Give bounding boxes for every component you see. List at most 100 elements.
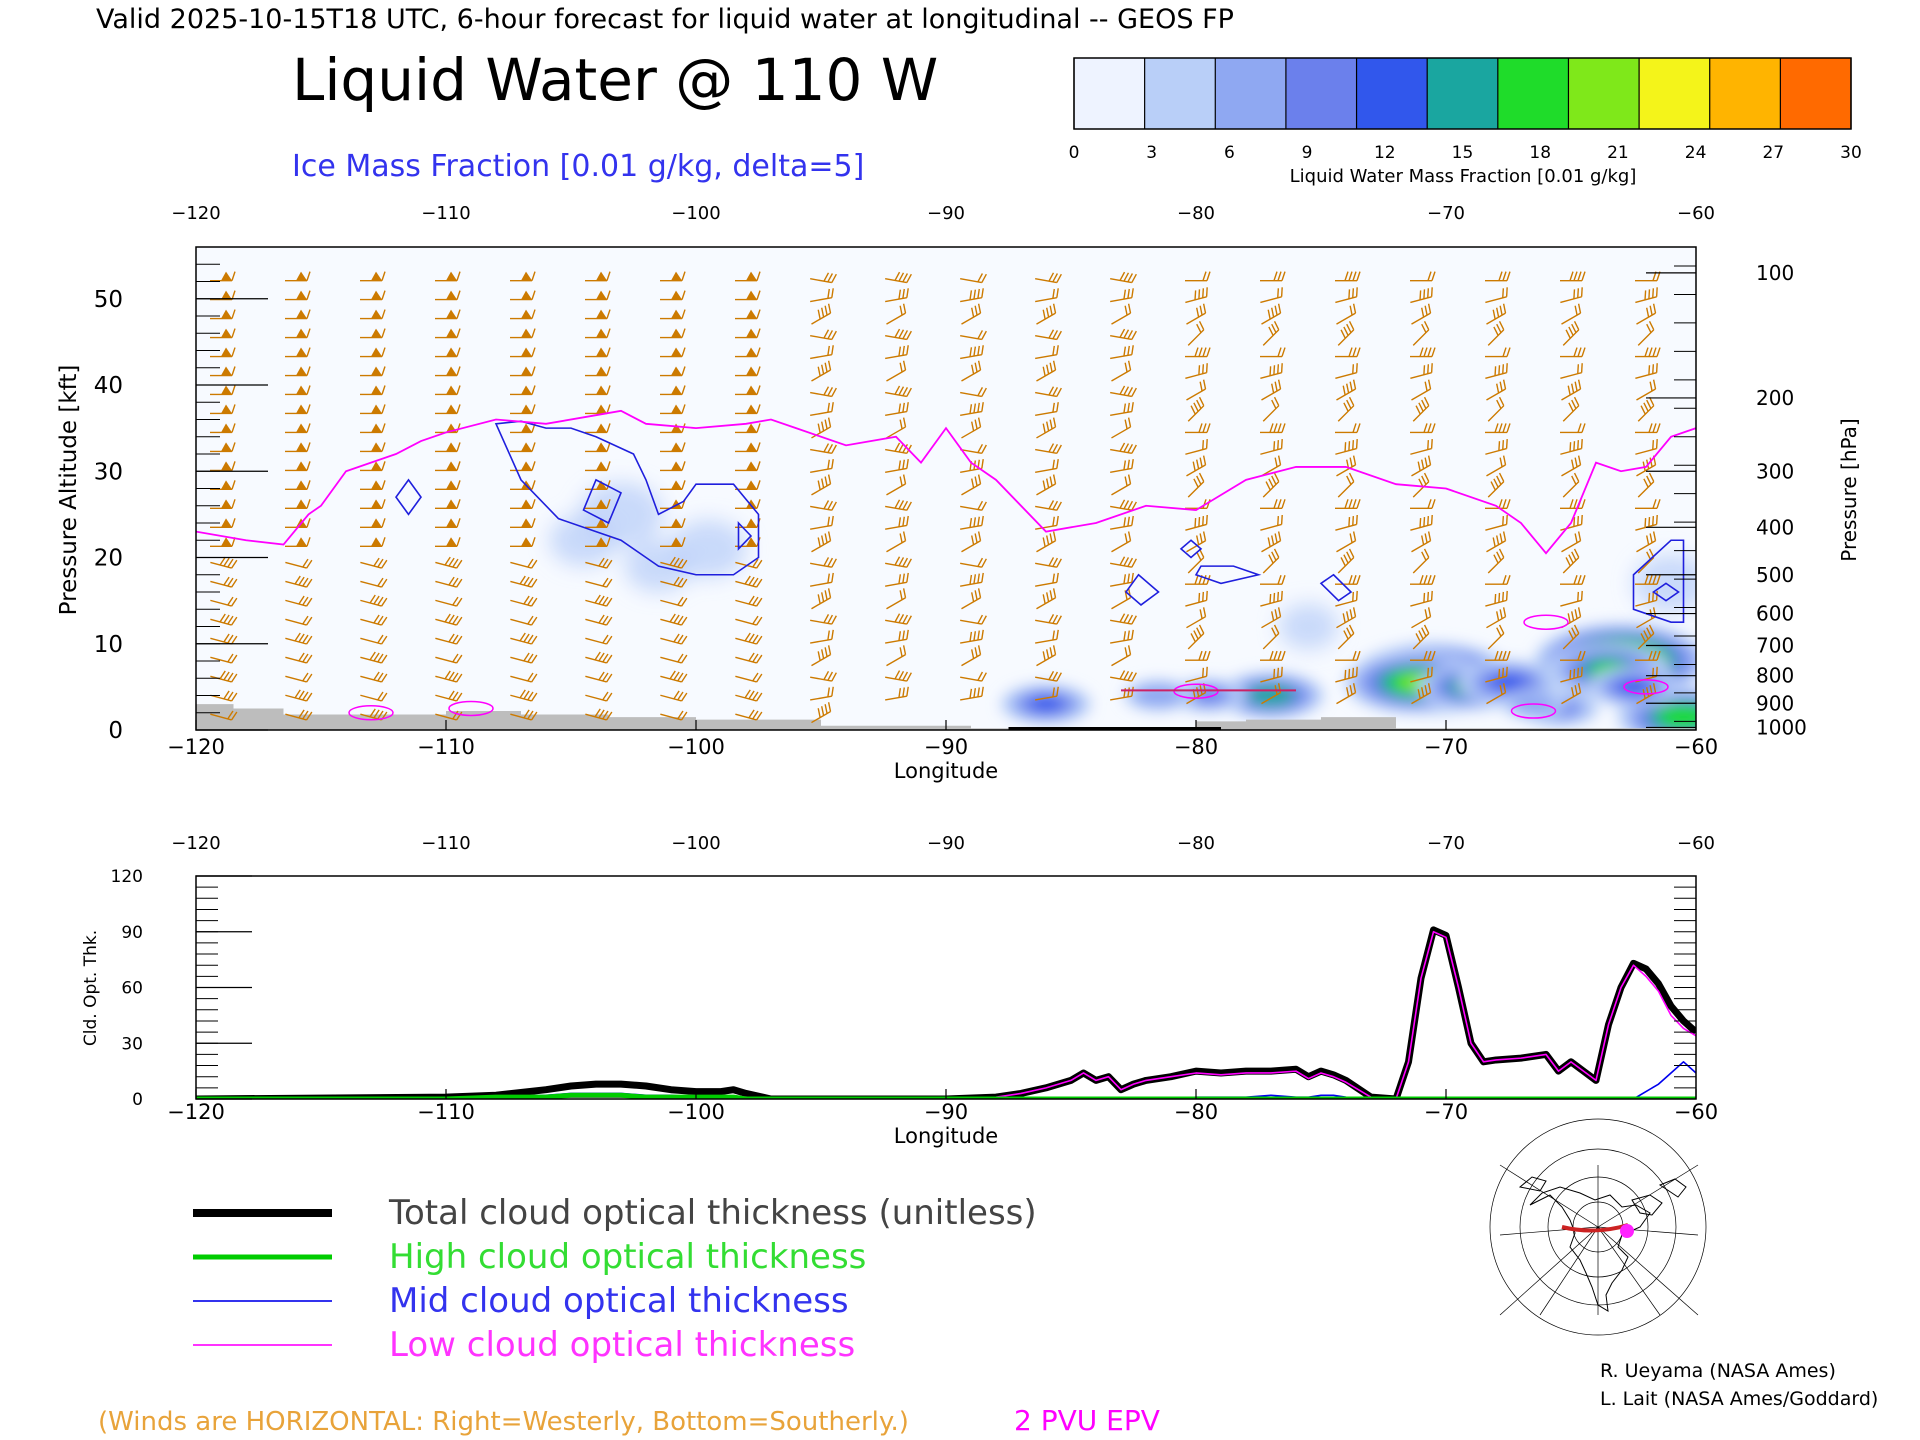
wind-barb [1036,417,1057,439]
wind-barb [810,629,834,644]
wind-barb [210,670,238,683]
wind-barb [1411,683,1432,705]
wind-barb [435,710,463,721]
bottom-xtick-label: −60 [1674,1100,1718,1124]
epv-contour [1510,703,1557,719]
wind-barb [961,474,982,496]
liquid-water-blob [1030,697,1062,711]
wind-barb [1410,347,1436,358]
wind-barb [660,461,686,472]
wind-barb [885,328,912,341]
wind-barb [961,303,982,325]
liquid-water-blob [1143,688,1174,703]
wind-barb [1036,645,1057,667]
wind-barb [1335,363,1358,380]
wind-barb [360,634,388,645]
wind-barb [810,386,837,398]
bottom-xtick-label-upper: −120 [171,833,220,854]
wind-barb [1187,320,1205,346]
wind-barb [285,652,313,664]
ice-contour [1194,565,1262,585]
wind-barb [285,328,311,339]
wind-barb [660,518,686,529]
wind-barb [1337,396,1355,422]
wind-barb [885,629,909,644]
wind-barb [1110,572,1134,587]
wind-barb [360,328,386,339]
ice-contour [494,420,760,576]
locator-map [1489,1118,1707,1336]
wind-barb [1410,439,1433,455]
bottom-ytick-label: 60 [121,979,143,999]
wind-barb [435,670,463,683]
bottom-xtick-label: −120 [167,1100,225,1124]
wind-barb [435,461,461,472]
wind-barb [960,402,984,417]
wind-barb [961,588,982,610]
wind-barb [510,672,538,683]
optical-thickness-panel: −120 −120 −110 −110 −100 −100 −90 −90 −80 −80 −70 −… [81,833,1718,1148]
wind-barb [1185,363,1208,380]
wind-barb [435,556,463,569]
wind-barb [1036,303,1057,325]
wind-barb [1186,455,1207,477]
ice-contour [1124,573,1160,606]
wind-barb [1260,590,1283,607]
wind-barb [435,366,461,377]
wind-barb [810,557,837,568]
wind-barb [1411,455,1432,477]
wind-barb [1111,645,1132,667]
wind-barb [1412,472,1430,498]
wind-barb [210,461,236,472]
wind-barb [210,442,236,453]
wind-barb [1036,588,1057,610]
wind-barb [885,288,909,303]
wind-barb [811,531,832,553]
wind-barb [435,385,461,396]
wind-barb [585,537,611,547]
wind-barb [210,347,236,358]
wind-barb [1637,320,1655,346]
wind-barb [1487,396,1505,422]
wind-barb [510,499,536,510]
wind-barb [1410,590,1433,607]
wind-barb [886,417,907,439]
wind-barb [810,614,837,625]
wind-barb [585,557,613,569]
wind-barb [435,480,461,491]
wind-barb [735,404,761,415]
bottom-xaxis-label: Longitude [894,1124,998,1148]
wind-barb [1635,363,1658,380]
wind-barb [1562,472,1580,498]
wind-barb [1560,590,1583,607]
wind-barb [1411,379,1432,401]
wind-barb [1260,499,1286,510]
wind-barb [960,500,987,511]
wind-barb [360,385,386,396]
wind-barb [210,518,236,529]
wind-barb [660,385,686,396]
colorbar: 0 3 6 9 12 15 18 21 24 27 30 [1069,57,1862,163]
wind-barb [1636,379,1657,401]
bottom-yaxis-label: Cld. Opt. Thk. [81,930,101,1046]
wind-barb [210,290,236,301]
wind-barb [1260,575,1286,585]
wind-barb [1335,499,1361,510]
wind-barb [435,518,461,529]
wind-barb [1110,288,1134,303]
wind-barb [886,645,907,667]
wind-barb [1185,439,1208,455]
wind-barb [285,271,311,282]
wind-barb [961,645,982,667]
ice-contours [395,420,1685,623]
wind-barb [1036,474,1057,496]
wind-barb [1411,531,1432,553]
wind-barb [1560,363,1583,380]
wind-barb [811,588,832,610]
wind-barb [1186,531,1207,553]
wind-barb [810,345,834,360]
pressure-tick-label: 1000 [1756,715,1807,739]
wind-barb [585,328,611,339]
wind-barb [510,328,536,339]
colorbar-swatch [1780,58,1852,129]
